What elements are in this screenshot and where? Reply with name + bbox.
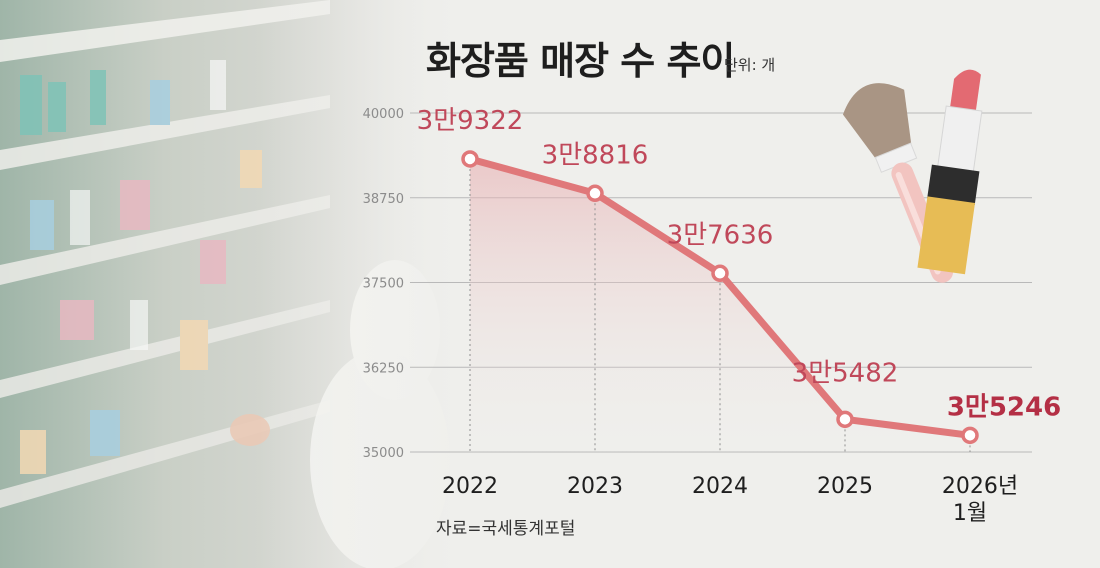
unit-label: 단위: 개 (724, 56, 776, 74)
source-note: 자료=국세통계포털 (436, 519, 576, 539)
data-point (711, 264, 729, 283)
x-tick-label: 2022 (442, 474, 498, 499)
cosmetics-illustration (842, 69, 983, 283)
data-label: 3만7636 (667, 220, 774, 250)
data-label: 3만5482 (792, 358, 899, 388)
area-layer (470, 158, 970, 453)
data-label: 3만5246 (947, 392, 1061, 422)
data-labels: 3만9322 3만8816 3만7636 3만5482 3만5246 (417, 106, 1062, 422)
y-tick-label: 38750 (363, 192, 404, 207)
store-photo-background (0, 0, 470, 568)
x-tick-label: 2026년 (942, 474, 1018, 499)
data-label: 3만8816 (542, 140, 649, 170)
data-point (586, 184, 604, 203)
data-point (961, 426, 979, 445)
y-tick-label: 40000 (363, 107, 404, 122)
x-tick-label: 2024 (692, 474, 748, 499)
lipstick-icon (917, 69, 983, 275)
data-point (836, 410, 854, 429)
y-tick-label: 36250 (363, 361, 404, 376)
data-points (461, 150, 979, 445)
y-axis-ticks: 35000 36250 37500 38750 40000 (363, 107, 404, 461)
area-fill (470, 158, 970, 453)
x-tick-label: 2025 (817, 474, 873, 499)
y-tick-label: 37500 (363, 277, 404, 292)
y-tick-label: 35000 (363, 446, 404, 461)
x-tick-label: 2023 (567, 474, 623, 499)
data-point (461, 150, 479, 168)
data-label: 3만9322 (417, 106, 524, 136)
chart-title: 화장품 매장 수 추이 (426, 39, 735, 83)
x-tick-label: 1월 (953, 501, 987, 526)
